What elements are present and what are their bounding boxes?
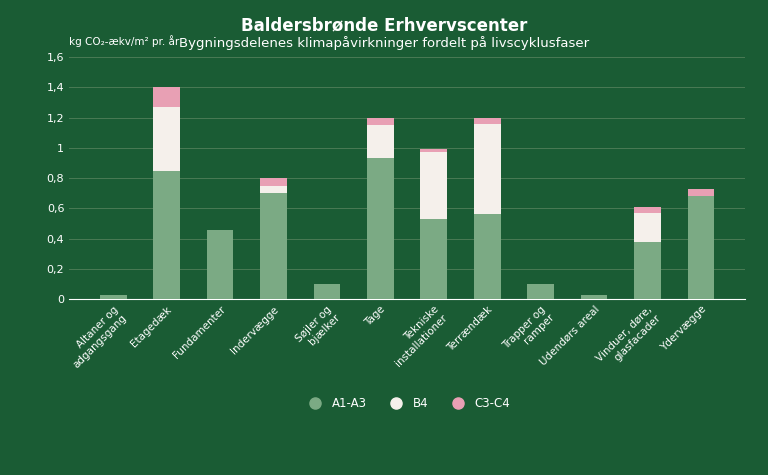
Bar <box>154 171 180 299</box>
Bar <box>420 149 447 152</box>
Bar <box>420 152 447 219</box>
Bar <box>154 107 180 171</box>
Bar <box>474 118 501 124</box>
Bar <box>634 242 660 299</box>
Bar <box>313 284 340 299</box>
Legend: A1-A3, B4, C3-C4: A1-A3, B4, C3-C4 <box>299 392 515 415</box>
Bar <box>367 125 394 159</box>
Bar <box>420 219 447 299</box>
Bar <box>634 207 660 213</box>
Bar <box>687 189 714 196</box>
Bar <box>260 193 286 299</box>
Bar <box>687 196 714 299</box>
Text: kg CO₂-ækv/m² pr. år: kg CO₂-ækv/m² pr. år <box>69 36 180 48</box>
Bar <box>367 118 394 125</box>
Bar <box>154 87 180 107</box>
Bar <box>260 178 286 186</box>
Bar <box>474 124 501 215</box>
Text: Baldersbrønde Erhvervscenter: Baldersbrønde Erhvervscenter <box>241 17 527 35</box>
Bar <box>100 294 127 299</box>
Bar <box>367 159 394 299</box>
Bar <box>207 229 233 299</box>
Bar <box>260 186 286 193</box>
Bar <box>474 215 501 299</box>
Bar <box>581 294 607 299</box>
Text: Bygningsdelenes klimapåvirkninger fordelt på livscyklusfaser: Bygningsdelenes klimapåvirkninger fordel… <box>179 36 589 49</box>
Bar <box>634 213 660 242</box>
Bar <box>528 284 554 299</box>
